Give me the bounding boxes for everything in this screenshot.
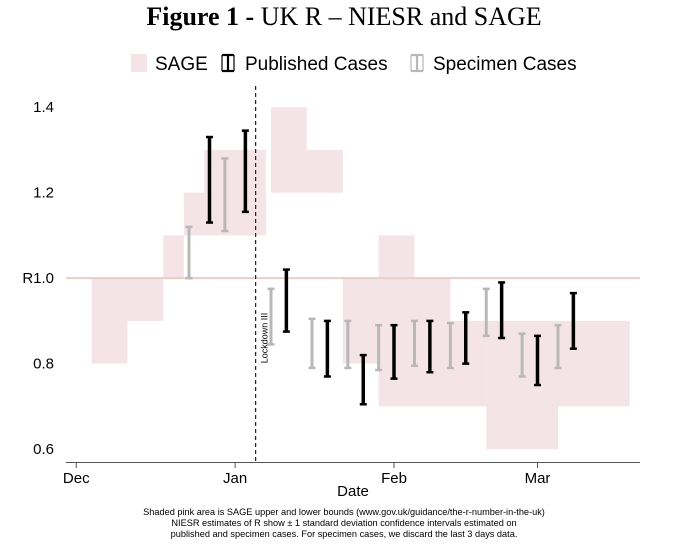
sage-band-segment <box>558 320 630 407</box>
published-error-bar <box>462 311 470 365</box>
published-error-bar <box>426 319 434 374</box>
sage-band-segment <box>414 278 451 407</box>
y-ticks: 0.6 0.8 R1.0 1.2 1.4 <box>22 99 54 458</box>
sage-band-segment <box>91 278 128 364</box>
specimen-error-bar <box>221 157 229 233</box>
specimen-error-bar <box>518 332 526 378</box>
sage-band-segment <box>127 278 164 321</box>
sage-band-segment <box>271 107 307 193</box>
y-tick-label: 0.6 <box>33 441 54 458</box>
y-tick-label: 0.8 <box>33 356 54 373</box>
legend-sage-label: SAGE <box>155 54 208 75</box>
x-ticks: Dec Jan Feb Mar <box>63 462 551 487</box>
figure-subtitle: UK R – NIESR and SAGE <box>260 2 542 31</box>
specimen-error-bar <box>267 287 275 346</box>
legend-specimen-swatch <box>410 53 424 73</box>
lockdown-label: Lockdown III <box>260 313 270 364</box>
legend-published-label: Published Cases <box>245 54 388 75</box>
sage-band-segment <box>204 149 266 236</box>
specimen-error-bar <box>411 319 418 368</box>
published-error-bar <box>359 353 367 406</box>
specimen-error-bar <box>375 323 383 372</box>
footnote-line: published and specimen cases. For specim… <box>170 529 518 539</box>
sage-band-segment <box>378 235 415 407</box>
legend-sage-swatch <box>131 54 147 72</box>
published-error-bar <box>323 319 331 378</box>
x-tick-label: Feb <box>381 470 407 487</box>
published-error-bar <box>534 334 541 387</box>
specimen-error-bar <box>344 319 352 370</box>
figure-title: Figure 1 - UK R – NIESR and SAGE <box>0 2 688 32</box>
x-tick-label: Mar <box>525 470 551 487</box>
published-error-bar <box>282 268 290 333</box>
specimen-error-bar <box>446 321 454 370</box>
x-axis-label: Date <box>337 483 369 500</box>
published-error-bar <box>498 281 506 340</box>
sage-band-segment <box>306 149 343 193</box>
x-tick-label: Jan <box>223 470 247 487</box>
published-error-bar <box>569 291 577 350</box>
x-tick-label: Dec <box>63 470 90 487</box>
r-estimate-chart: Lockdown III Dec Jan Feb Mar 0.6 0.8 R1.0 1.2 1… <box>22 53 640 500</box>
y-tick-label: 1.4 <box>33 99 54 116</box>
legend-published-swatch <box>221 53 235 73</box>
published-error-bar <box>241 129 249 214</box>
legend: SAGE Published Cases Specimen Cases <box>131 53 577 75</box>
y-tick-label: R1.0 <box>22 270 54 287</box>
specimen-error-bar <box>554 323 562 370</box>
footnote-line: NIESR estimates of R show ± 1 standard d… <box>171 518 517 528</box>
figure-label: Figure 1 <box>146 2 240 31</box>
footnote-line: Shaded pink area is SAGE upper and lower… <box>143 507 545 517</box>
published-error-bar <box>390 323 398 380</box>
published-error-bar <box>206 135 213 224</box>
error-bars-layer <box>185 129 577 406</box>
legend-specimen-label: Specimen Cases <box>433 54 577 75</box>
specimen-error-bar <box>185 225 193 280</box>
sage-band-segment <box>163 235 184 279</box>
sage-band-segment <box>183 192 205 236</box>
y-tick-label: 1.2 <box>33 185 54 202</box>
specimen-error-bar <box>482 287 490 338</box>
figure-separator: - <box>239 2 261 31</box>
footnote: Shaded pink area is SAGE upper and lower… <box>0 507 688 540</box>
specimen-error-bar <box>308 317 316 370</box>
